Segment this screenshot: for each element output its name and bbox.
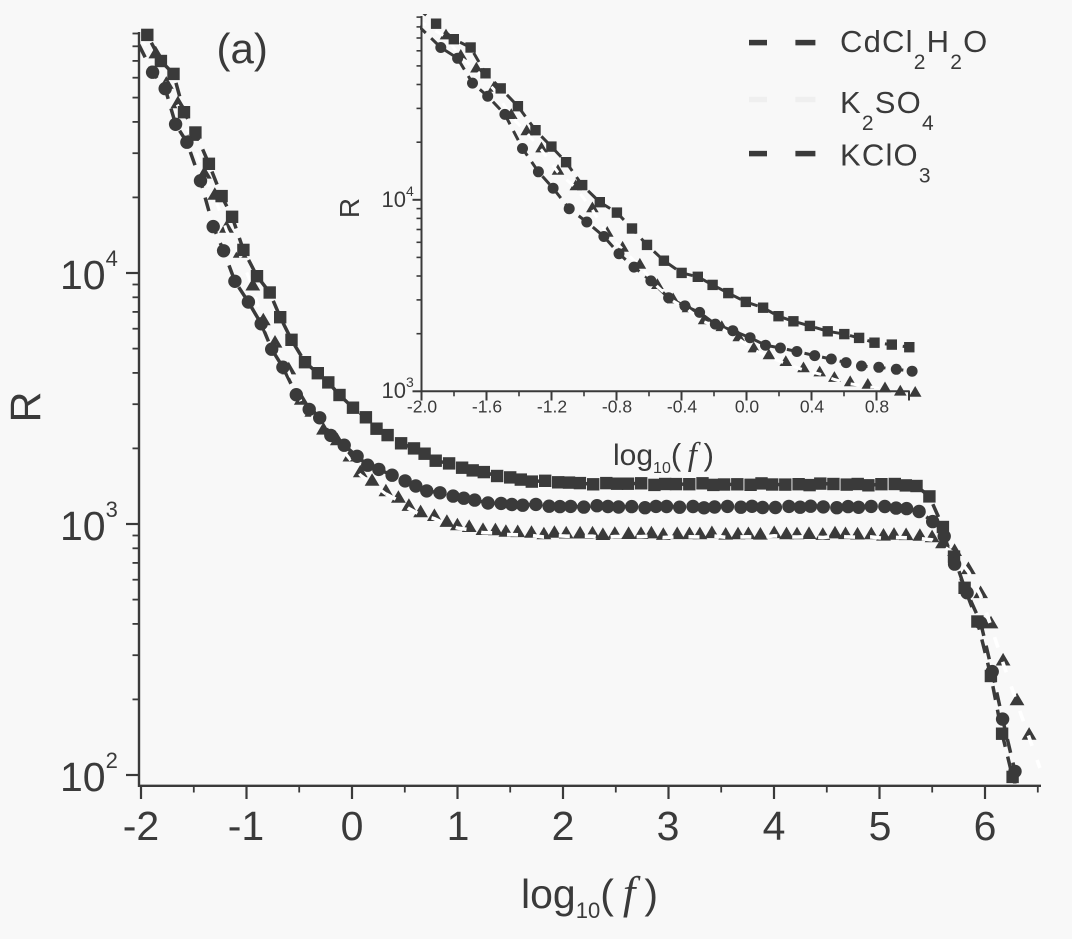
- svg-text:-1: -1: [228, 803, 264, 849]
- svg-text:1: 1: [447, 803, 470, 849]
- svg-text:5: 5: [869, 803, 892, 849]
- svg-text:-0.4: -0.4: [667, 397, 697, 417]
- svg-text:log10( f ): log10( f ): [613, 437, 714, 477]
- svg-text:-2.0: -2.0: [407, 397, 437, 417]
- svg-text:R: R: [2, 391, 50, 422]
- svg-text:4: 4: [763, 803, 786, 849]
- svg-text:-0.8: -0.8: [602, 397, 632, 417]
- svg-text:R: R: [334, 198, 365, 218]
- svg-text:-1.6: -1.6: [472, 397, 502, 417]
- svg-text:-1.2: -1.2: [537, 397, 567, 417]
- svg-text:0.8: 0.8: [865, 397, 889, 417]
- svg-text:6: 6: [974, 803, 997, 849]
- svg-text:0.0: 0.0: [735, 397, 760, 417]
- svg-text:(a): (a): [217, 25, 268, 72]
- svg-text:3: 3: [657, 803, 680, 849]
- svg-text:-2: -2: [123, 803, 159, 849]
- svg-text:0: 0: [341, 803, 364, 849]
- svg-text:0.4: 0.4: [800, 397, 825, 417]
- svg-text:2: 2: [552, 803, 575, 849]
